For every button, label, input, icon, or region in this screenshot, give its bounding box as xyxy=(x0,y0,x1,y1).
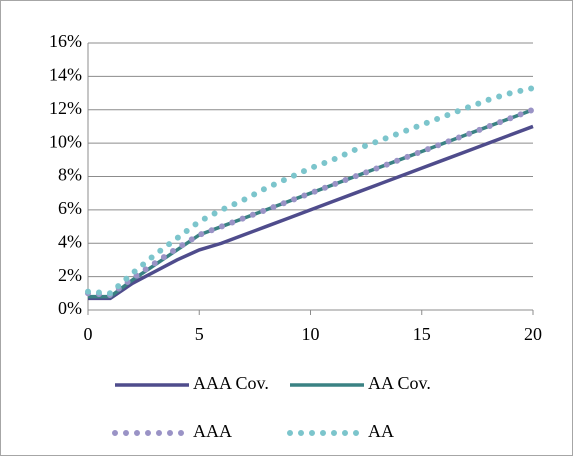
x-tick-label: 0 xyxy=(84,324,93,344)
legend-label: AAA Cov. xyxy=(193,373,269,393)
y-tick-label: 10% xyxy=(49,131,82,151)
y-tick-label: 2% xyxy=(58,265,82,285)
x-tick-label: 10 xyxy=(302,324,320,344)
y-tick-label: 4% xyxy=(58,231,82,251)
legend-label: AA Cov. xyxy=(368,373,431,393)
y-tick-label: 14% xyxy=(49,65,82,85)
legend-label: AA xyxy=(368,421,394,441)
x-tick-label: 5 xyxy=(195,324,204,344)
y-tick-label: 6% xyxy=(58,198,82,218)
y-tick-label: 8% xyxy=(58,165,82,185)
series-line xyxy=(85,85,536,297)
x-tick-label: 15 xyxy=(413,324,431,344)
series-line xyxy=(85,106,536,299)
legend-label: AAA xyxy=(193,421,232,441)
y-tick-label: 12% xyxy=(49,98,82,118)
series-line xyxy=(88,124,534,301)
x-tick-label: 20 xyxy=(524,324,542,344)
y-tick-label: 0% xyxy=(58,298,82,318)
y-tick-label: 16% xyxy=(49,31,82,51)
